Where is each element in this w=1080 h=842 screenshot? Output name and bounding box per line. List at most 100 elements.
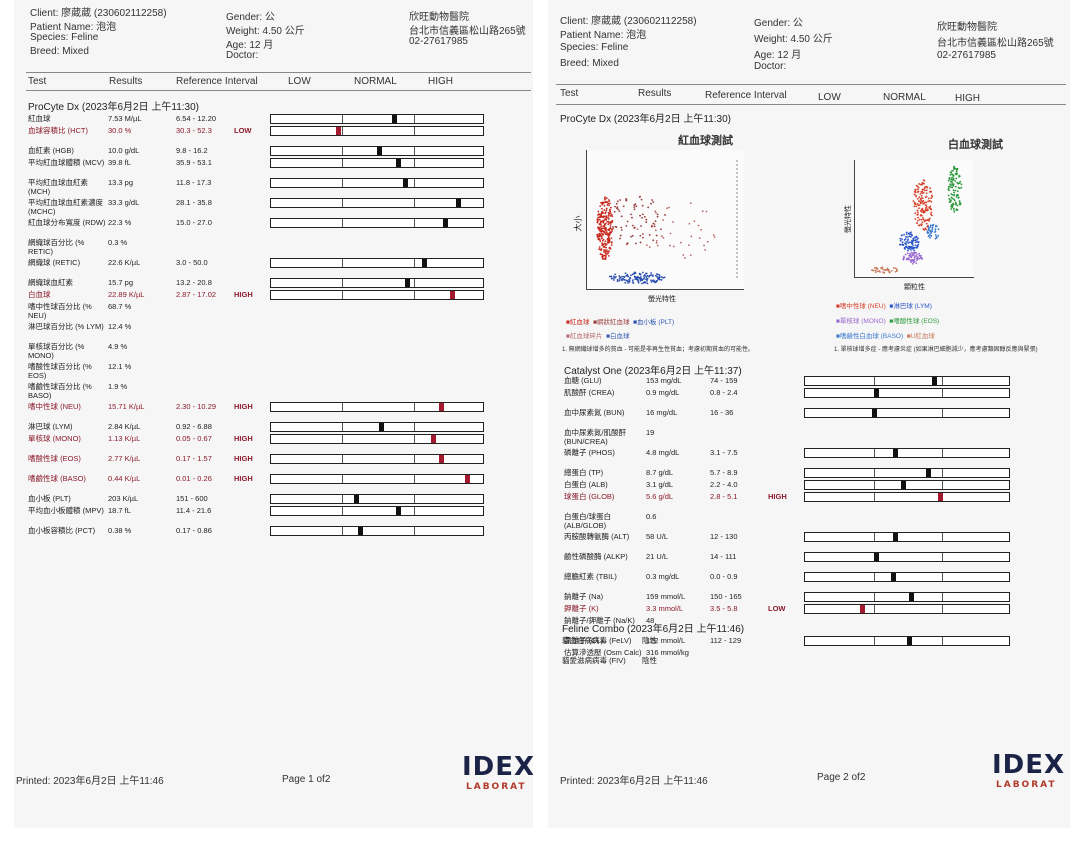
test-result: 0.44 K/µL bbox=[108, 474, 141, 483]
reference-interval: 2.8 - 5.1 bbox=[710, 492, 738, 501]
lym-point bbox=[911, 239, 913, 242]
range-divider bbox=[873, 377, 875, 385]
rbc-fragment-point bbox=[713, 236, 716, 239]
reference-interval: 0.8 - 2.4 bbox=[710, 388, 738, 397]
neu-point bbox=[922, 228, 925, 230]
urbc-point bbox=[872, 269, 875, 272]
urbc-point bbox=[882, 268, 884, 271]
rbc-fragment-point bbox=[679, 241, 682, 244]
urbc-point bbox=[888, 271, 891, 274]
rbc-fragment-point bbox=[705, 210, 708, 213]
test-name: 紅血球分布寬度 (RDW) bbox=[28, 218, 106, 227]
reticulocyte-point bbox=[652, 201, 655, 203]
range-divider bbox=[342, 527, 344, 535]
printed-date: Printed: 2023年6月2日 上午11:46 bbox=[16, 776, 164, 787]
rbc-point bbox=[596, 221, 599, 224]
result-row: 平均紅血球血紅素濃度 (MCHC) 33.3 g/dL 28.1 - 35.8 bbox=[28, 198, 508, 216]
result-marker bbox=[449, 291, 455, 299]
neu-point bbox=[917, 204, 920, 207]
combo-title: Feline Combo (2023年6月2日 上午11:46) bbox=[562, 624, 745, 635]
age: Age: 12 月 bbox=[754, 50, 802, 61]
result-marker bbox=[900, 481, 906, 489]
lym-point bbox=[914, 236, 916, 239]
neu-point bbox=[927, 224, 929, 227]
rbc-fragment-point bbox=[704, 249, 707, 251]
neu-point bbox=[925, 201, 928, 204]
range-divider bbox=[413, 507, 415, 515]
plt-point bbox=[652, 279, 655, 282]
baso-point bbox=[931, 228, 934, 230]
neu-point bbox=[917, 216, 919, 219]
test-result: 30.0 % bbox=[108, 126, 132, 135]
reference-interval: 11.4 - 21.6 bbox=[176, 506, 212, 515]
test-result: 0.6 bbox=[646, 512, 657, 521]
test-name: 丙胺酸轉氨酶 (ALT) bbox=[564, 532, 630, 541]
neu-point bbox=[922, 199, 925, 202]
neu-point bbox=[922, 211, 925, 214]
test-result: 48 bbox=[646, 616, 655, 625]
mono-point bbox=[912, 259, 915, 262]
col-reference: Reference Interval bbox=[176, 76, 258, 87]
reticulocyte-point bbox=[656, 215, 659, 218]
eos-point bbox=[953, 191, 956, 194]
reticulocyte-point bbox=[622, 205, 625, 208]
mono-point bbox=[911, 262, 914, 265]
lym-point bbox=[917, 237, 919, 240]
test-name: 鈉離子 (Na) bbox=[564, 592, 604, 601]
rbc-point bbox=[612, 227, 614, 230]
plt-point bbox=[650, 272, 653, 274]
reticulocyte-point bbox=[647, 206, 650, 209]
result-marker bbox=[874, 553, 880, 561]
rbc-point bbox=[611, 230, 613, 232]
reference-interval: 30.3 - 52.3 bbox=[176, 126, 212, 135]
lym-point bbox=[915, 246, 918, 249]
plt-point bbox=[637, 281, 640, 284]
neu-point bbox=[914, 212, 917, 215]
mono-point bbox=[912, 253, 915, 256]
neu-point bbox=[913, 193, 916, 196]
header-rule bbox=[556, 84, 1066, 85]
result-flag: HIGH bbox=[234, 454, 253, 463]
lym-point bbox=[899, 239, 902, 242]
urbc-point bbox=[892, 267, 895, 269]
reticulocyte-point bbox=[642, 236, 644, 239]
range-bar bbox=[270, 474, 484, 484]
rbc-point bbox=[597, 210, 600, 213]
urbc-point bbox=[874, 271, 877, 274]
reticulocyte-point bbox=[634, 242, 637, 245]
range-bar bbox=[804, 408, 1010, 418]
rbc-fragment-point bbox=[660, 235, 663, 238]
lym-point bbox=[906, 239, 909, 242]
neu-point bbox=[920, 208, 923, 211]
neu-point bbox=[921, 192, 924, 195]
lym-point bbox=[911, 242, 914, 245]
test-name: 球蛋白 (GLOB) bbox=[564, 492, 615, 501]
result-row: 血糖 (GLU) 153 mg/dL 74 - 159 bbox=[564, 376, 1064, 386]
eos-point bbox=[948, 197, 951, 200]
neu-point bbox=[917, 186, 920, 189]
neu-point bbox=[914, 218, 917, 220]
reticulocyte-point bbox=[653, 225, 656, 228]
range-divider bbox=[342, 435, 344, 443]
rbc-point bbox=[602, 225, 605, 228]
eos-point bbox=[950, 208, 953, 210]
col-low: LOW bbox=[288, 76, 311, 87]
legend-wbc: ■白血球 bbox=[606, 333, 630, 340]
clinic-name: 欣旺動物醫院 bbox=[937, 22, 997, 33]
result-marker bbox=[464, 475, 470, 483]
eos-point bbox=[954, 189, 957, 192]
rbc-point bbox=[608, 239, 611, 242]
combo-row-felv: 貓白血病病毒 (FeLV) 陰性 bbox=[562, 636, 762, 656]
range-divider bbox=[342, 423, 344, 431]
rbc-point bbox=[607, 214, 610, 217]
idexx-logo-sub: LABORAT bbox=[466, 782, 527, 792]
rbc-fragment-point bbox=[689, 254, 692, 257]
lym-point bbox=[913, 246, 916, 249]
test-result: 13.3 pg bbox=[108, 178, 134, 187]
result-row: 總膽紅素 (TBIL) 0.3 mg/dL 0.0 - 0.9 bbox=[564, 572, 1064, 590]
rbc-point bbox=[607, 254, 610, 257]
range-divider bbox=[342, 179, 344, 187]
urbc-point bbox=[875, 266, 877, 269]
test-result: 12.4 % bbox=[108, 322, 132, 331]
plt-point bbox=[654, 274, 657, 277]
